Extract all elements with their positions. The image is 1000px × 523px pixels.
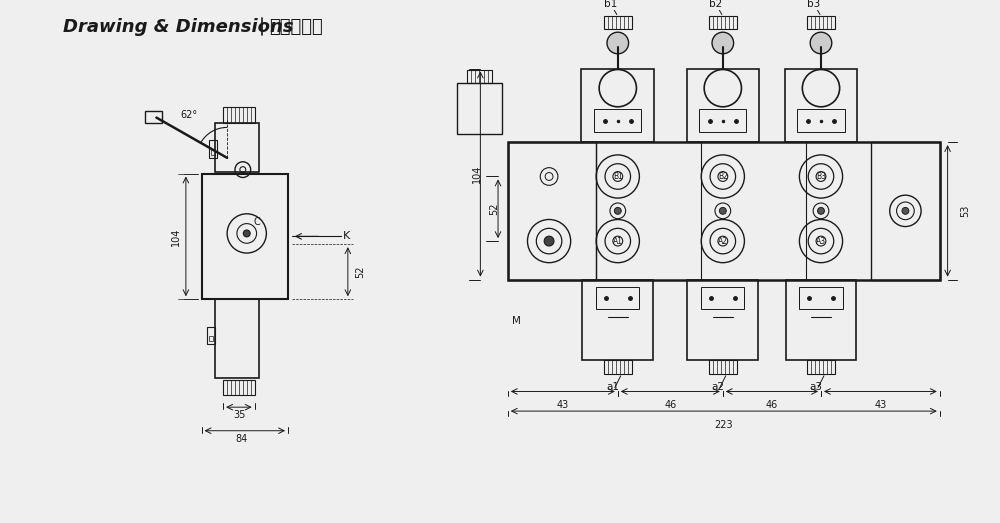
Bar bbox=[701, 288, 744, 309]
Text: b2: b2 bbox=[709, 0, 723, 9]
Bar bbox=[207, 327, 215, 344]
Text: 104: 104 bbox=[171, 227, 181, 246]
Text: 52: 52 bbox=[355, 266, 365, 278]
Text: A3: A3 bbox=[816, 236, 826, 246]
Bar bbox=[699, 109, 746, 132]
Text: K: K bbox=[343, 231, 350, 242]
Text: 84: 84 bbox=[236, 434, 248, 444]
Text: a3: a3 bbox=[810, 382, 823, 392]
Circle shape bbox=[614, 208, 621, 214]
Bar bbox=[594, 109, 641, 132]
Bar bbox=[604, 16, 632, 29]
Circle shape bbox=[902, 208, 909, 214]
Text: Drawing & Dimensions: Drawing & Dimensions bbox=[63, 18, 294, 36]
Bar bbox=[211, 150, 215, 155]
Text: B2: B2 bbox=[718, 172, 728, 181]
Bar bbox=[785, 69, 857, 142]
Bar bbox=[145, 111, 162, 122]
Bar bbox=[709, 16, 737, 29]
Text: a1: a1 bbox=[606, 382, 619, 392]
Bar bbox=[209, 140, 217, 158]
Text: 46: 46 bbox=[766, 400, 778, 411]
Bar bbox=[209, 336, 213, 342]
Text: 104: 104 bbox=[472, 165, 482, 183]
Text: 43: 43 bbox=[557, 400, 569, 411]
Circle shape bbox=[712, 32, 734, 54]
Bar bbox=[687, 280, 758, 360]
Bar bbox=[467, 71, 492, 83]
Bar bbox=[202, 174, 288, 299]
Bar bbox=[508, 142, 940, 280]
Text: B1: B1 bbox=[613, 172, 623, 181]
Bar bbox=[871, 142, 940, 280]
Text: 223: 223 bbox=[714, 420, 733, 430]
Text: A2: A2 bbox=[718, 236, 728, 246]
Text: 52: 52 bbox=[489, 202, 499, 215]
Text: 35: 35 bbox=[234, 410, 246, 420]
Circle shape bbox=[607, 32, 629, 54]
Circle shape bbox=[818, 208, 824, 214]
Circle shape bbox=[719, 208, 726, 214]
Text: a2: a2 bbox=[711, 382, 724, 392]
Text: b1: b1 bbox=[604, 0, 618, 9]
Bar bbox=[709, 360, 737, 374]
Text: A1: A1 bbox=[613, 236, 623, 246]
Bar bbox=[215, 122, 259, 172]
Bar bbox=[223, 107, 255, 122]
Text: b3: b3 bbox=[807, 0, 821, 9]
Bar bbox=[215, 299, 259, 378]
Circle shape bbox=[544, 236, 554, 246]
Bar bbox=[596, 288, 639, 309]
Bar bbox=[604, 360, 632, 374]
Text: 43: 43 bbox=[874, 400, 886, 411]
Text: 46: 46 bbox=[664, 400, 676, 411]
Bar bbox=[807, 360, 835, 374]
Text: B3: B3 bbox=[816, 172, 826, 181]
Circle shape bbox=[810, 32, 832, 54]
Circle shape bbox=[243, 230, 250, 237]
Bar bbox=[807, 16, 835, 29]
Text: 62°: 62° bbox=[180, 110, 197, 120]
Bar bbox=[797, 109, 845, 132]
Bar bbox=[687, 69, 759, 142]
Bar bbox=[457, 83, 502, 134]
Bar bbox=[582, 280, 653, 360]
Bar bbox=[581, 69, 654, 142]
Bar bbox=[508, 142, 596, 280]
Bar bbox=[799, 288, 843, 309]
Text: M: M bbox=[512, 316, 521, 326]
Text: C: C bbox=[254, 217, 260, 226]
Text: 图纸和尺寸: 图纸和尺寸 bbox=[269, 18, 323, 36]
Text: 53: 53 bbox=[960, 204, 970, 217]
Bar bbox=[786, 280, 856, 360]
Bar bbox=[223, 380, 255, 395]
